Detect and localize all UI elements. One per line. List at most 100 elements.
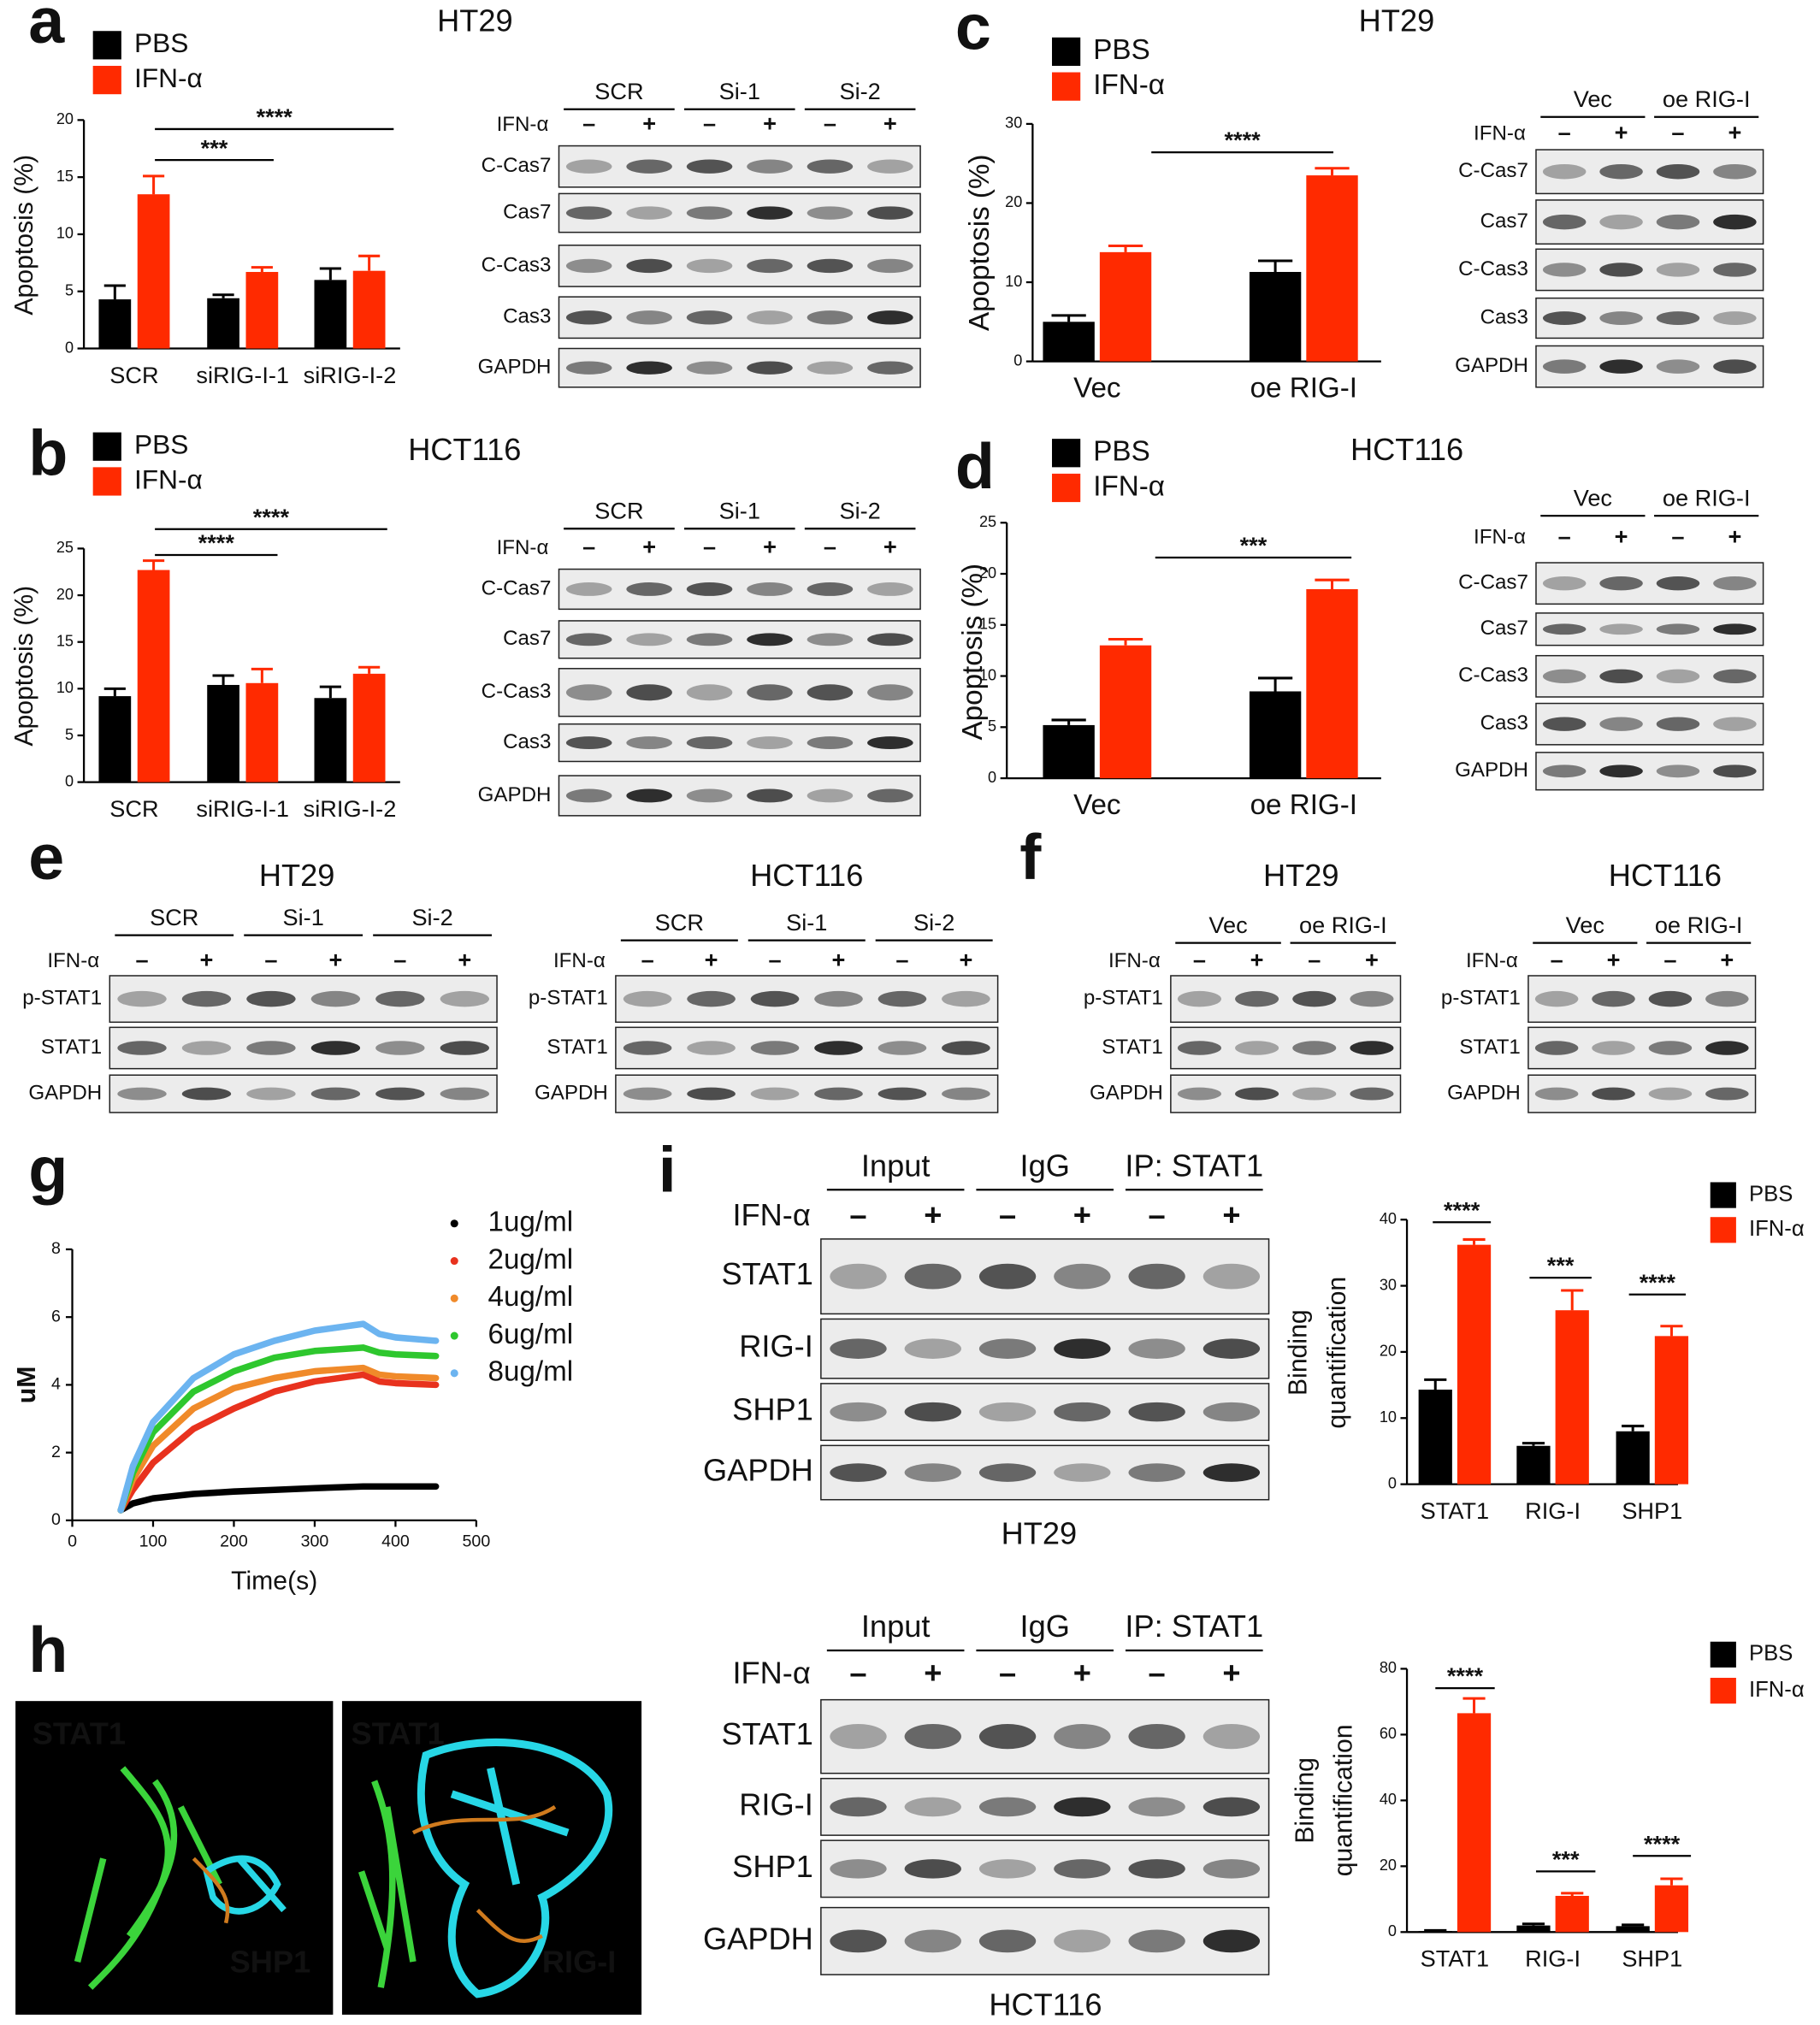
band: [565, 684, 612, 701]
band: [1235, 1087, 1279, 1101]
band: [1350, 1041, 1394, 1055]
y-axis-label: Apoptosis (%): [957, 564, 989, 741]
group-label: SCR: [594, 497, 643, 523]
error-bar: [319, 685, 341, 699]
band: [978, 1724, 1037, 1750]
x-tick-label: STAT1: [1421, 1945, 1489, 1972]
band: [807, 582, 854, 596]
bar: [207, 684, 239, 782]
legend-label: PBS: [134, 429, 188, 460]
band: [1128, 1463, 1185, 1482]
bar: [1654, 1336, 1689, 1485]
error-bar: [1561, 1892, 1584, 1896]
error-bar: [1622, 1425, 1645, 1432]
legend-label: PBS: [1749, 1642, 1793, 1666]
band: [807, 361, 854, 375]
row-label: STAT1: [721, 1256, 812, 1291]
bar: [352, 270, 386, 349]
row-label: STAT1: [547, 1036, 607, 1059]
band: [904, 1263, 961, 1290]
lane-sign: +: [1365, 947, 1379, 973]
band: [1054, 1338, 1111, 1359]
band: [1648, 990, 1693, 1007]
lane-sign: +: [1615, 119, 1628, 145]
bar: [1516, 1445, 1551, 1485]
band: [686, 361, 733, 375]
x-tick-label: RIG-I: [1525, 1945, 1581, 1972]
band: [626, 582, 672, 596]
y-tick-label: 20: [1380, 1343, 1397, 1360]
band: [867, 736, 913, 750]
band: [565, 582, 612, 596]
row-label: GAPDH: [703, 1453, 813, 1488]
band: [1713, 717, 1757, 731]
panel-letter: h: [28, 1614, 68, 1686]
x-tick-label: siRIG-I-1: [196, 362, 289, 388]
x-tick-label: 300: [301, 1532, 329, 1551]
band: [623, 990, 672, 1007]
row-label: C-Cas7: [1458, 159, 1528, 182]
band: [1705, 990, 1749, 1007]
legend-label: IFN-α: [134, 62, 203, 93]
band: [686, 684, 733, 701]
group-label: oe RIG-I: [1663, 86, 1751, 112]
legend-label: 1ug/ml: [488, 1207, 573, 1238]
band: [686, 159, 733, 174]
lane-sign: +: [1073, 1656, 1091, 1691]
group-label: Si-1: [283, 904, 324, 930]
row-label: STAT1: [41, 1036, 103, 1059]
lane-sign: –: [849, 1656, 866, 1691]
y-tick-label: 0: [65, 339, 74, 356]
panel-letter: f: [1019, 821, 1042, 893]
error-bar: [1257, 259, 1293, 272]
line: [117, 1483, 440, 1514]
treatment-label: IFN-α: [732, 1656, 810, 1691]
blot-strip: [558, 775, 921, 817]
row-label: Cas3: [503, 730, 551, 753]
treatment-label: IFN-α: [1474, 526, 1526, 549]
group-label: Si-1: [719, 497, 760, 523]
band: [1656, 214, 1700, 230]
blot-strip: [615, 1074, 999, 1113]
y-tick-label: 80: [1380, 1659, 1397, 1676]
lane-sign: –: [1671, 119, 1684, 145]
blot-strip: [615, 1026, 999, 1070]
x-tick-label: 0: [68, 1532, 77, 1551]
band: [565, 206, 612, 220]
band: [807, 633, 854, 646]
treatment-label: IFN-α: [47, 949, 99, 972]
error-bar: [1462, 1697, 1486, 1714]
band: [1542, 717, 1587, 731]
band: [747, 788, 793, 803]
legend-swatch: [92, 432, 121, 461]
y-tick-label: 5: [65, 282, 74, 299]
band: [978, 1859, 1037, 1879]
band: [1713, 263, 1757, 277]
band: [750, 1041, 800, 1055]
error-bar: [251, 667, 273, 683]
band: [807, 684, 854, 701]
significance-label: ****: [198, 529, 235, 556]
group-label: Si-1: [719, 78, 760, 104]
error-bar: [1622, 1923, 1645, 1927]
lane-sign: +: [832, 947, 846, 973]
blot-title: HCT116: [1609, 858, 1722, 893]
band: [830, 1724, 887, 1750]
band: [626, 258, 672, 274]
band: [830, 1463, 887, 1482]
bar: [245, 272, 279, 349]
bar: [98, 696, 132, 782]
y-tick-label: 20: [56, 586, 74, 603]
legend-swatch: [1052, 72, 1081, 101]
band: [1713, 765, 1757, 778]
row-label: Cas3: [1480, 711, 1528, 735]
band: [750, 990, 800, 1007]
legend-label: IFN-α: [134, 463, 203, 494]
band: [1713, 214, 1757, 230]
row-label: GAPDH: [478, 783, 552, 806]
blot-strip: [820, 1444, 1270, 1501]
group-label: Input: [861, 1148, 931, 1183]
bar: [1043, 322, 1095, 362]
blot-strip: [1535, 149, 1764, 195]
